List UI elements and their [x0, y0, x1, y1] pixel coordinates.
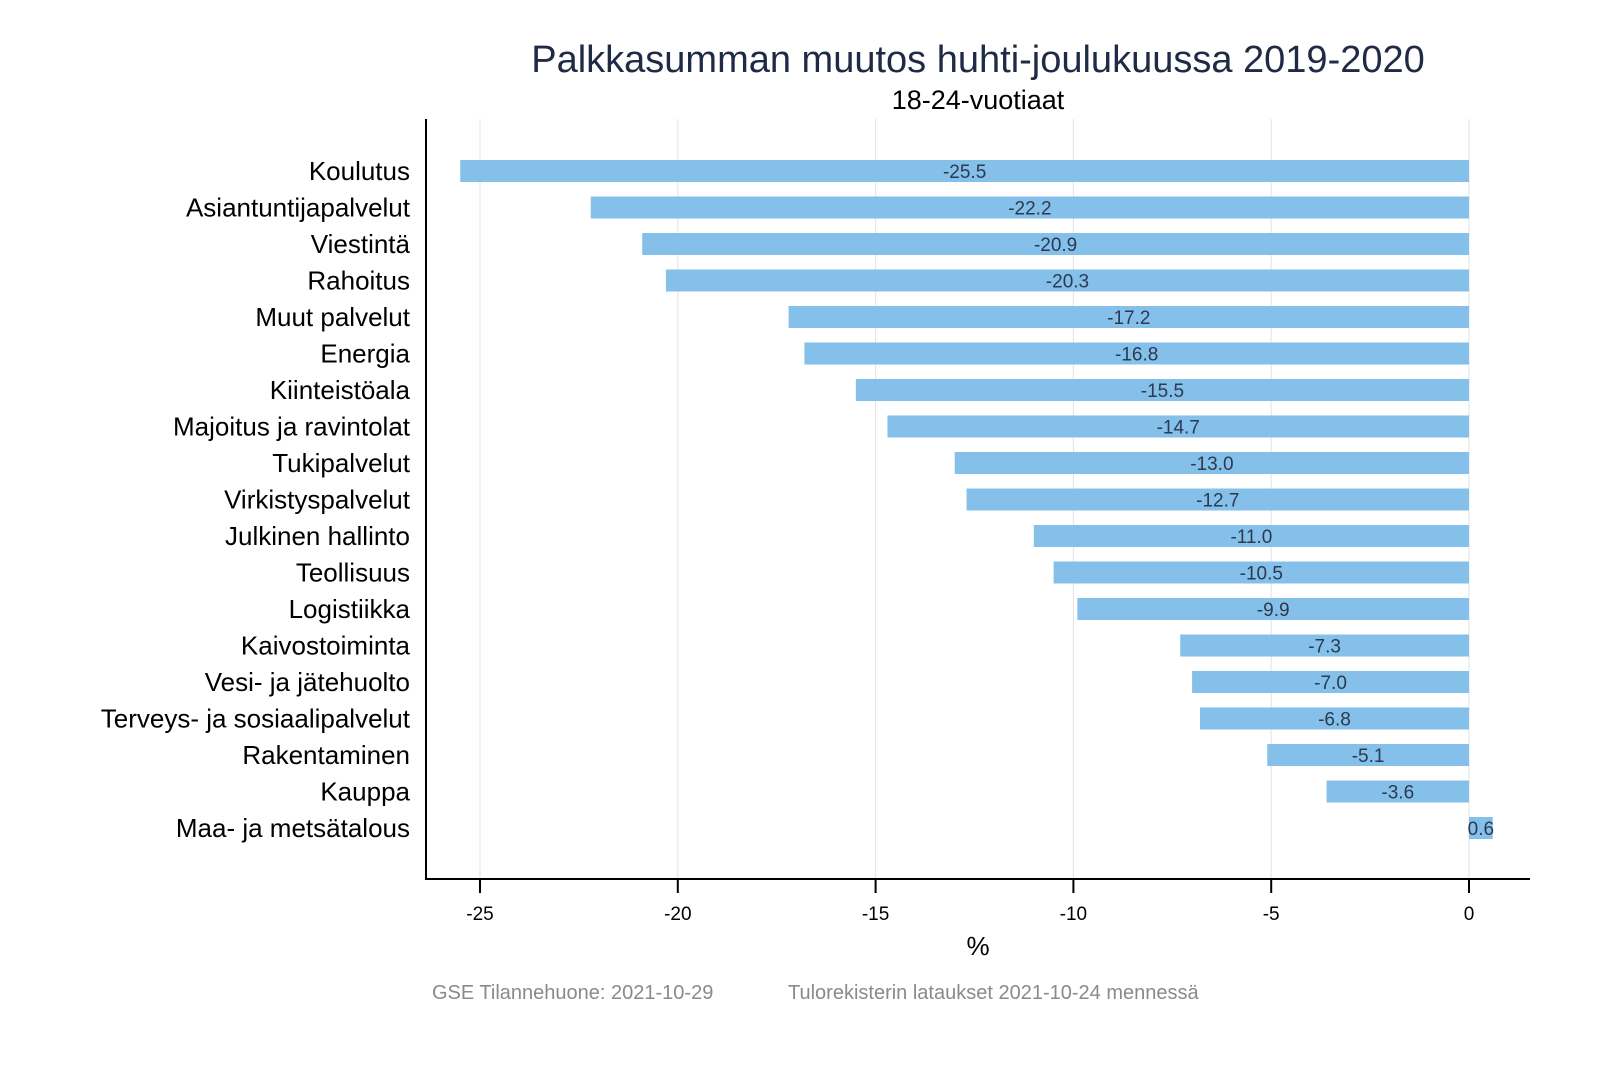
data-label: -11.0: [1230, 527, 1272, 548]
data-label: -7.0: [1314, 673, 1347, 694]
data-label: -9.9: [1257, 600, 1290, 621]
data-label: -10.5: [1240, 564, 1283, 585]
category-label: Virkistyspalvelut: [224, 485, 411, 515]
category-label: Julkinen hallinto: [225, 521, 410, 551]
category-label: Rakentaminen: [242, 740, 410, 770]
data-label: -6.8: [1318, 710, 1351, 731]
data-labels: -25.5 -22.2 -20.9 -20.3 -17.2 -16.8 -15.5 -14.7…: [943, 162, 1494, 840]
bar: [665, 269, 1469, 292]
footer-source: GSE Tilannehuone: 2021-10-29: [432, 982, 713, 1004]
category-label: Vesi- ja jätehuolto: [205, 667, 410, 697]
footer-note: Tulorekisterin lataukset 2021-10-24 menn…: [788, 982, 1199, 1004]
x-axis-label: %: [966, 931, 989, 961]
x-tick-label: -15: [862, 904, 889, 925]
bar: [1326, 780, 1469, 803]
category-label: Logistiikka: [289, 594, 411, 624]
x-tick-label: -25: [466, 904, 493, 925]
x-ticks: -25 -20 -15 -10 -5 0: [466, 879, 1474, 925]
bar: [1199, 707, 1469, 730]
category-label: Viestintä: [311, 229, 411, 259]
data-label: -7.3: [1308, 637, 1341, 658]
category-label: Maa- ja metsätalous: [176, 813, 410, 843]
category-label: Asiantuntijapalvelut: [186, 193, 411, 223]
category-label: Kiinteistöala: [270, 375, 411, 405]
bar: [966, 488, 1469, 511]
data-label: -25.5: [943, 162, 986, 183]
x-tick-label: -20: [664, 904, 691, 925]
category-label: Teollisuus: [296, 558, 410, 588]
bar: [1267, 744, 1469, 766]
category-label: Energia: [320, 339, 410, 369]
bars: [460, 160, 1493, 839]
category-label: Majoitus ja ravintolat: [173, 412, 411, 442]
data-label: -17.2: [1107, 308, 1150, 329]
data-label: -16.8: [1115, 345, 1158, 366]
data-label: 0.6: [1468, 819, 1494, 840]
bar: [1180, 634, 1469, 657]
data-label: -22.2: [1008, 199, 1051, 220]
data-label: -15.5: [1141, 381, 1184, 402]
chart-title: Palkkasumman muutos huhti-joulukuussa 20…: [531, 39, 1425, 81]
bar: [590, 196, 1469, 219]
category-label: Rahoitus: [307, 266, 410, 296]
chart-subtitle: 18-24-vuotiaat: [892, 85, 1065, 115]
data-label: -5.1: [1352, 746, 1385, 767]
bar: [1033, 525, 1469, 547]
bar: [1192, 671, 1469, 693]
category-label: Koulutus: [309, 156, 410, 186]
data-label: -20.3: [1046, 272, 1089, 293]
category-label: Kauppa: [320, 777, 410, 807]
bar: [1077, 598, 1469, 620]
bar: [804, 342, 1469, 365]
data-label: -14.7: [1157, 418, 1200, 439]
bar: [887, 415, 1469, 438]
category-labels: Koulutus Asiantuntijapalvelut Viestintä Rah…: [101, 156, 411, 843]
bar: [855, 379, 1469, 401]
x-tick-label: -5: [1263, 904, 1280, 925]
x-tick-label: 0: [1464, 904, 1475, 925]
bar: [954, 452, 1469, 474]
bar: [642, 233, 1469, 255]
x-tick-label: -10: [1060, 904, 1087, 925]
category-label: Tukipalvelut: [272, 448, 411, 478]
data-label: -13.0: [1190, 454, 1233, 475]
bar: [460, 160, 1470, 182]
data-label: -12.7: [1196, 491, 1239, 512]
bar: [788, 306, 1469, 328]
category-label: Muut palvelut: [255, 302, 410, 332]
data-label: -20.9: [1034, 235, 1077, 256]
bar: [1053, 561, 1469, 584]
category-label: Kaivostoiminta: [241, 631, 411, 661]
category-label: Terveys- ja sosiaalipalvelut: [101, 704, 411, 734]
data-label: -3.6: [1381, 783, 1414, 804]
bar: [1469, 817, 1493, 839]
